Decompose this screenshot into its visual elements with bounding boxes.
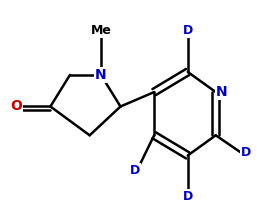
Text: Me: Me	[90, 24, 111, 37]
Text: N: N	[216, 85, 227, 99]
Text: D: D	[241, 146, 251, 159]
Text: D: D	[130, 164, 140, 177]
Text: D: D	[183, 24, 193, 37]
Text: O: O	[10, 99, 22, 114]
Text: N: N	[95, 68, 107, 82]
Text: D: D	[183, 190, 193, 203]
